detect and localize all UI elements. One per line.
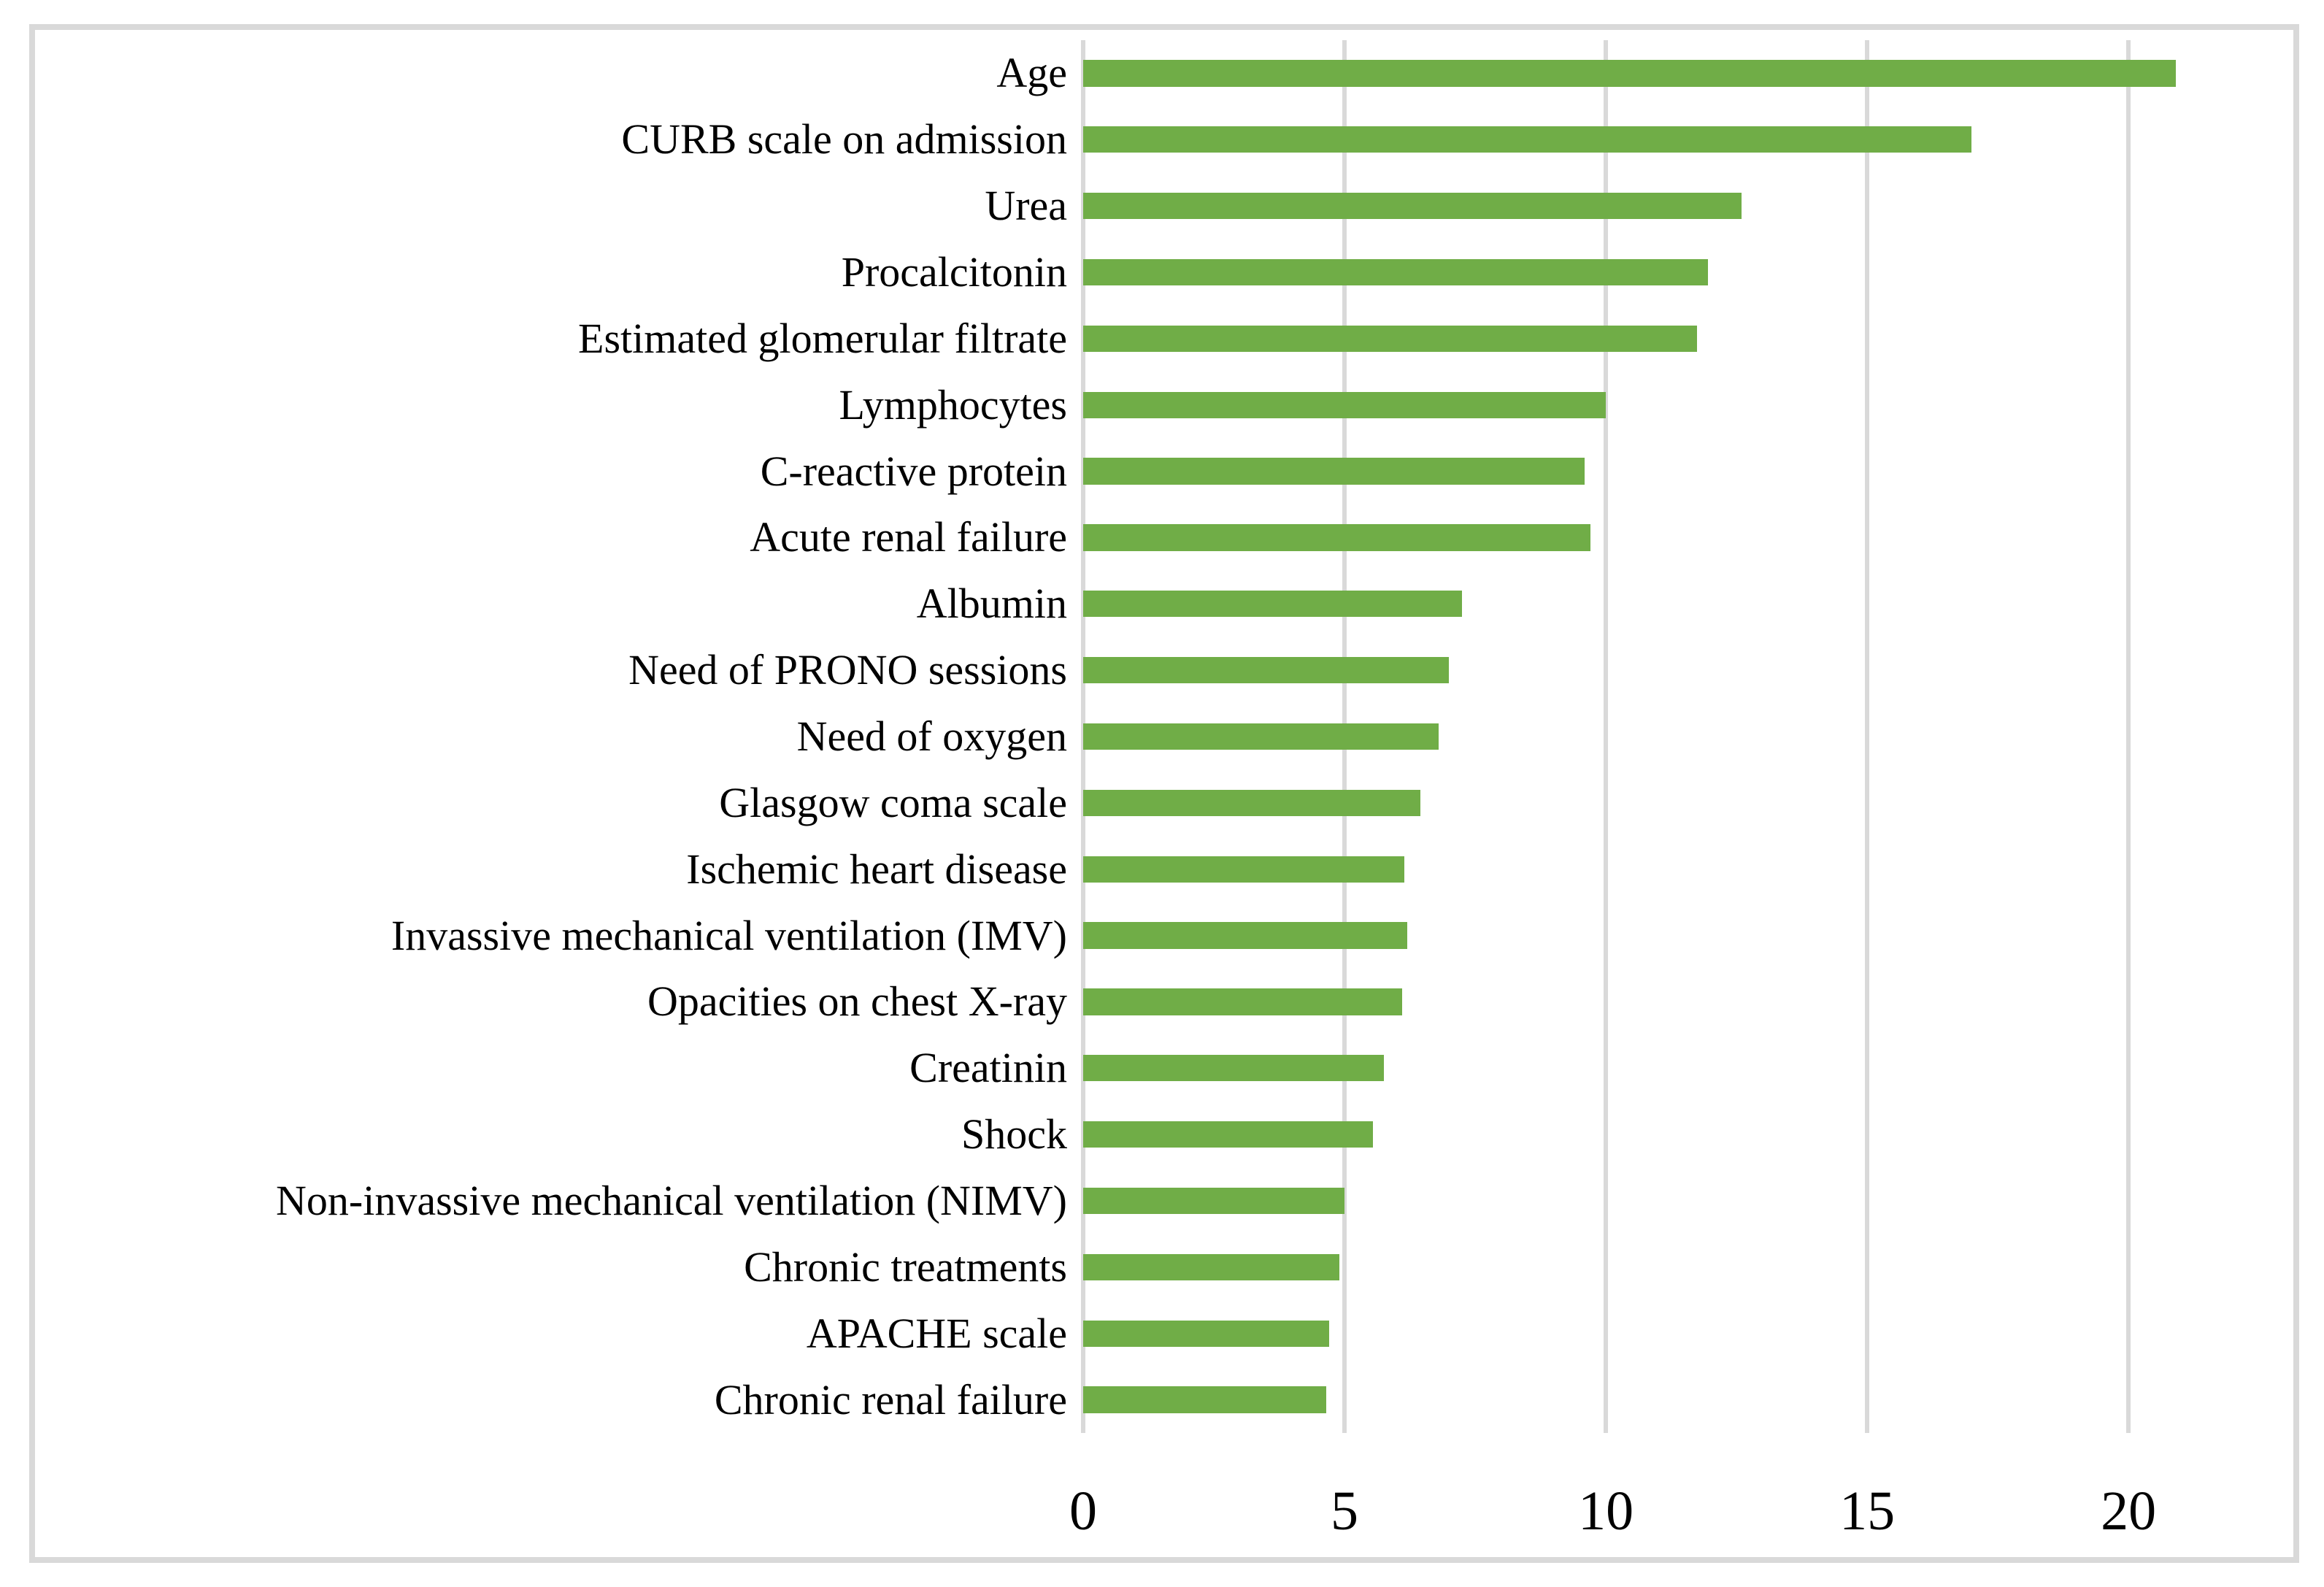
gridline-x-20 <box>2126 40 2131 1433</box>
bar-row-apache-scale <box>1083 1300 2285 1367</box>
category-label-ischemic-heart-disease: Ischemic heart disease <box>686 845 1067 893</box>
bar-row-non-invassive-mechanical-ventilation-nimv <box>1083 1168 2285 1234</box>
category-label-curb-scale-on-admission: CURB scale on admission <box>621 115 1067 164</box>
plot-area <box>1081 40 2285 1433</box>
bar-row-acute-renal-failure <box>1083 504 2285 571</box>
bar-non-invassive-mechanical-ventilation-nimv <box>1083 1187 1345 1215</box>
category-label-creatinin: Creatinin <box>909 1044 1067 1092</box>
bar-row-age <box>1083 40 2285 107</box>
category-label-urea: Urea <box>985 182 1067 230</box>
bar-row-curb-scale-on-admission <box>1083 107 2285 173</box>
bar-c-reactive-protein <box>1083 458 1585 485</box>
bar-opacities-on-chest-x-ray <box>1083 988 1402 1015</box>
bar-age <box>1083 60 2176 87</box>
category-label-glasgow-coma-scale: Glasgow coma scale <box>719 778 1067 826</box>
bar-row-albumin <box>1083 571 2285 637</box>
bar-acute-renal-failure <box>1083 524 1590 551</box>
bar-row-creatinin <box>1083 1035 2285 1102</box>
category-label-estimated-glomerular-filtrate: Estimated glomerular filtrate <box>578 314 1067 362</box>
x-tick-label-20: 20 <box>2101 1480 2157 1542</box>
bar-albumin <box>1083 591 1463 618</box>
category-label-albumin: Albumin <box>916 580 1067 628</box>
category-label-invassive-mechanical-ventilation-imv: Invassive mechanical ventilation (IMV) <box>390 911 1067 959</box>
bar-urea <box>1083 192 1742 220</box>
bar-row-need-of-oxygen <box>1083 704 2285 770</box>
gridline-x-15 <box>1865 40 1870 1433</box>
category-label-chronic-renal-failure: Chronic renal failure <box>714 1375 1067 1423</box>
bar-row-invassive-mechanical-ventilation-imv <box>1083 902 2285 969</box>
bar-row-procalcitonin <box>1083 239 2285 306</box>
bar-row-glasgow-coma-scale <box>1083 769 2285 836</box>
x-tick-label-5: 5 <box>1331 1480 1359 1542</box>
category-label-age: Age <box>996 49 1067 97</box>
bar-apache-scale <box>1083 1320 1329 1347</box>
category-label-need-of-oxygen: Need of oxygen <box>796 712 1067 760</box>
category-label-lymphocytes: Lymphocytes <box>839 380 1067 429</box>
bar-need-of-oxygen <box>1083 723 1439 750</box>
bar-creatinin <box>1083 1055 1384 1082</box>
bar-row-need-of-prono-sessions <box>1083 637 2285 704</box>
bar-glasgow-coma-scale <box>1083 789 1420 816</box>
bar-row-c-reactive-protein <box>1083 438 2285 504</box>
bar-chronic-renal-failure <box>1083 1386 1326 1413</box>
bar-ischemic-heart-disease <box>1083 856 1405 883</box>
gridline-x-10 <box>1604 40 1609 1433</box>
bar-row-estimated-glomerular-filtrate <box>1083 305 2285 372</box>
category-axis: Age CURB scale on admission Urea Procalcito… <box>36 40 1067 1433</box>
bar-row-ischemic-heart-disease <box>1083 836 2285 902</box>
bar-estimated-glomerular-filtrate <box>1083 325 1698 352</box>
bar-row-shock <box>1083 1102 2285 1168</box>
bar-procalcitonin <box>1083 258 1708 286</box>
category-label-shock: Shock <box>961 1110 1067 1158</box>
bar-shock <box>1083 1121 1374 1148</box>
category-label-apache-scale: APACHE scale <box>806 1309 1067 1357</box>
category-label-c-reactive-protein: C-reactive protein <box>760 447 1067 495</box>
x-tick-label-10: 10 <box>1578 1480 1634 1542</box>
category-label-procalcitonin: Procalcitonin <box>841 247 1067 296</box>
bar-row-opacities-on-chest-x-ray <box>1083 969 2285 1035</box>
bar-row-chronic-treatments <box>1083 1234 2285 1300</box>
category-label-opacities-on-chest-x-ray: Opacities on chest X-ray <box>647 977 1067 1026</box>
category-label-acute-renal-failure: Acute renal failure <box>750 513 1067 561</box>
category-label-chronic-treatments: Chronic treatments <box>744 1242 1067 1291</box>
bar-curb-scale-on-admission <box>1083 126 1972 153</box>
bar-row-lymphocytes <box>1083 372 2285 438</box>
bar-chronic-treatments <box>1083 1253 1339 1280</box>
bar-lymphocytes <box>1083 391 1607 418</box>
bar-row-urea <box>1083 173 2285 239</box>
bar-row-chronic-renal-failure <box>1083 1367 2285 1433</box>
category-label-need-of-prono-sessions: Need of PRONO sessions <box>628 646 1067 694</box>
x-tick-label-0: 0 <box>1069 1480 1097 1542</box>
category-label-non-invassive-mechanical-ventilation-nimv: Non-invassive mechanical ventilation (NI… <box>276 1176 1067 1224</box>
bar-need-of-prono-sessions <box>1083 656 1450 684</box>
bar-invassive-mechanical-ventilation-imv <box>1083 922 1407 949</box>
x-tick-label-15: 15 <box>1839 1480 1896 1542</box>
